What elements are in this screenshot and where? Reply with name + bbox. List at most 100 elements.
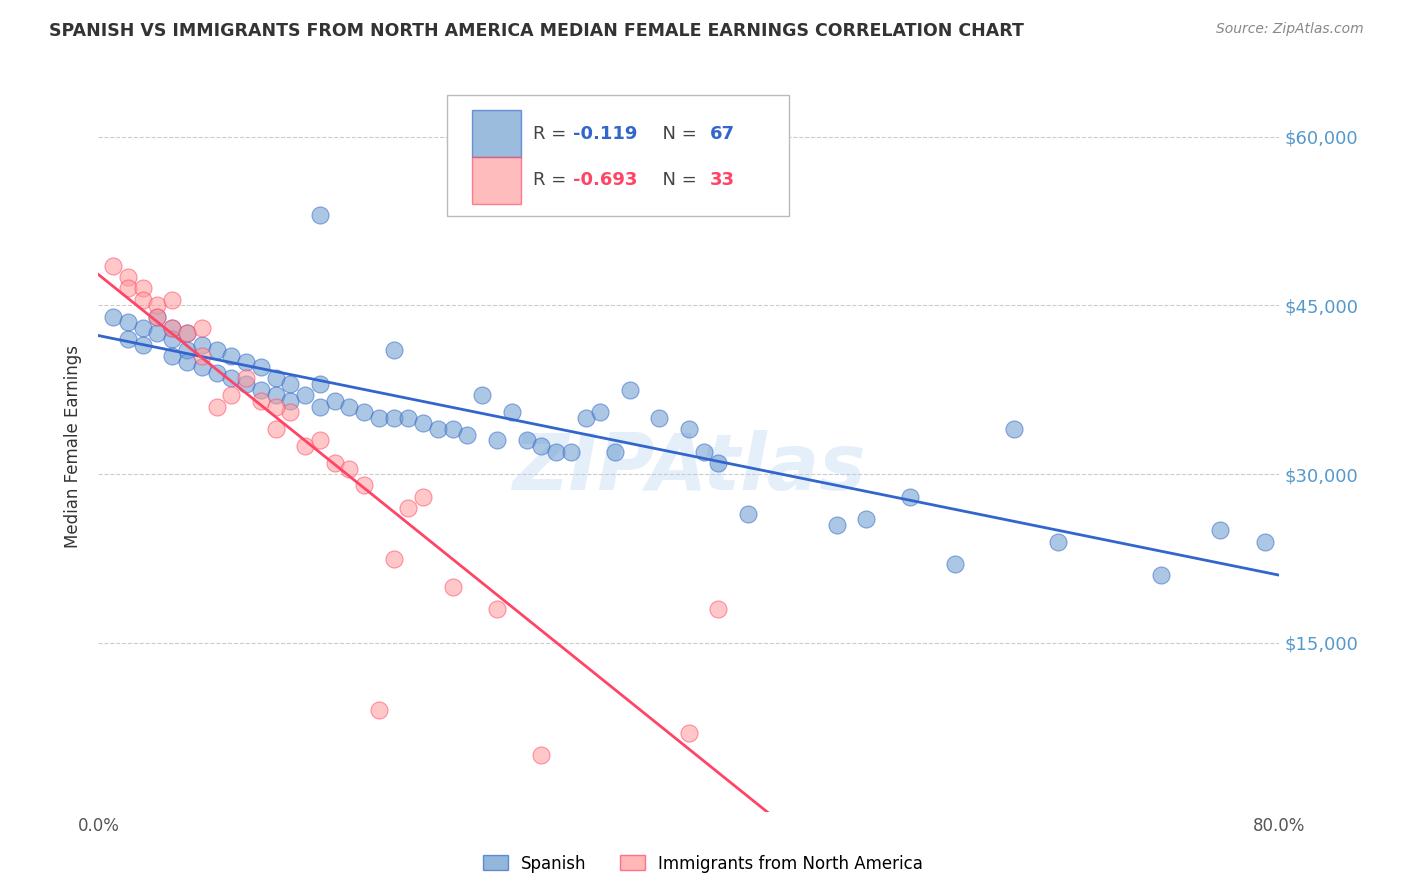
Legend: Spanish, Immigrants from North America: Spanish, Immigrants from North America [477, 848, 929, 880]
Point [648, 410, 671, 425]
Point [191, 349, 214, 363]
Point [176, 326, 198, 341]
Point [162, 321, 183, 335]
Point [117, 315, 139, 329]
Text: 67: 67 [710, 125, 735, 143]
Point [264, 388, 287, 402]
Point [191, 321, 214, 335]
Point [412, 417, 434, 431]
FancyBboxPatch shape [447, 95, 789, 216]
Text: R =: R = [533, 171, 572, 189]
Point [309, 400, 332, 414]
Point [412, 490, 434, 504]
Point [516, 434, 538, 448]
Point [309, 434, 332, 448]
Point [250, 360, 273, 375]
Point [280, 394, 302, 409]
Point [264, 422, 287, 436]
Point [546, 444, 568, 458]
Point [205, 343, 228, 358]
Point [530, 748, 553, 763]
Text: R =: R = [533, 125, 572, 143]
Point [132, 337, 155, 351]
Text: 33: 33 [710, 171, 735, 189]
Point [162, 293, 183, 307]
Point [191, 337, 214, 351]
Point [162, 332, 183, 346]
Point [368, 410, 391, 425]
Point [205, 366, 228, 380]
Point [339, 461, 361, 475]
Point [132, 281, 155, 295]
Point [132, 293, 155, 307]
Point [398, 500, 420, 515]
Point [280, 377, 302, 392]
Point [382, 551, 405, 566]
Point [117, 270, 139, 285]
Point [353, 478, 375, 492]
Text: -0.693: -0.693 [574, 171, 637, 189]
Point [339, 400, 361, 414]
Point [323, 394, 346, 409]
FancyBboxPatch shape [471, 157, 522, 204]
Point [309, 377, 332, 392]
Point [471, 388, 494, 402]
Text: ZIPAtlas: ZIPAtlas [512, 430, 866, 506]
Point [382, 343, 405, 358]
Point [309, 208, 332, 222]
Point [294, 388, 316, 402]
Point [825, 517, 848, 532]
Point [575, 410, 598, 425]
Point [117, 332, 139, 346]
Point [235, 354, 257, 368]
Text: N =: N = [651, 125, 703, 143]
Point [486, 602, 509, 616]
Point [678, 422, 700, 436]
Point [103, 310, 125, 324]
Point [176, 326, 198, 341]
Point [132, 321, 155, 335]
Point [221, 349, 243, 363]
Point [235, 377, 257, 392]
Point [441, 580, 464, 594]
Point [117, 281, 139, 295]
Point [205, 400, 228, 414]
Point [486, 434, 509, 448]
Text: N =: N = [651, 171, 703, 189]
Point [678, 726, 700, 740]
Point [146, 298, 169, 312]
Point [146, 326, 169, 341]
Point [191, 360, 214, 375]
Point [146, 310, 169, 324]
Point [737, 507, 759, 521]
Text: -0.119: -0.119 [574, 125, 637, 143]
Y-axis label: Median Female Earnings: Median Female Earnings [65, 344, 83, 548]
Point [250, 383, 273, 397]
Point [1209, 524, 1232, 538]
Point [707, 602, 730, 616]
Point [900, 490, 922, 504]
Point [457, 427, 479, 442]
Point [176, 343, 198, 358]
Point [264, 371, 287, 385]
Point [368, 703, 391, 717]
Point [382, 410, 405, 425]
Point [427, 422, 450, 436]
Point [323, 456, 346, 470]
Point [855, 512, 877, 526]
Point [943, 557, 966, 571]
Point [250, 394, 273, 409]
Text: SPANISH VS IMMIGRANTS FROM NORTH AMERICA MEDIAN FEMALE EARNINGS CORRELATION CHAR: SPANISH VS IMMIGRANTS FROM NORTH AMERICA… [49, 22, 1024, 40]
FancyBboxPatch shape [471, 111, 522, 157]
Point [221, 371, 243, 385]
Point [530, 439, 553, 453]
Point [353, 405, 375, 419]
Point [693, 444, 716, 458]
Point [146, 310, 169, 324]
Point [441, 422, 464, 436]
Point [162, 349, 183, 363]
Point [1150, 568, 1173, 582]
Point [589, 405, 612, 419]
Point [707, 456, 730, 470]
Point [294, 439, 316, 453]
